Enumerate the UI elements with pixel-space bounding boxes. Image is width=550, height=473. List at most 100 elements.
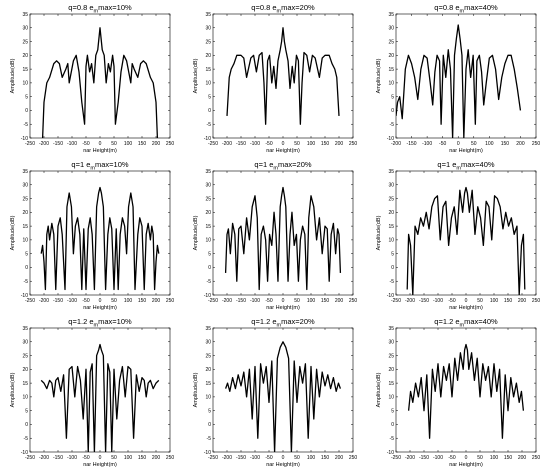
y-tick-label: -5	[24, 436, 29, 442]
chart-panel: q=1 emmax=40% -10 -5 0 5 10 15 20 25 30 35 -250 -200…	[366, 157, 549, 314]
x-axis-label: nar Height(m)	[449, 148, 483, 154]
x-tick-label: 150	[138, 141, 147, 147]
x-tick-label: -200	[222, 141, 232, 147]
y-tick-label: -10	[387, 293, 394, 299]
y-tick-label: -10	[21, 136, 28, 142]
y-tick-label: 5	[25, 408, 28, 414]
y-tick-label: 35	[205, 12, 211, 18]
series-line	[224, 341, 342, 452]
y-tick-label: 10	[205, 395, 211, 401]
chart-title: q=1 emmax=10%	[71, 160, 128, 172]
y-tick-label: 20	[205, 210, 211, 216]
y-tick-label: 5	[391, 408, 394, 414]
y-tick-label: 30	[22, 26, 28, 32]
x-tick-label: 50	[294, 455, 300, 461]
chart-title: q=1.2 emmax=20%	[251, 317, 315, 329]
x-tick-label: 0	[99, 141, 102, 147]
x-tick-label: -100	[422, 141, 432, 147]
x-tick-label: 0	[465, 298, 468, 304]
x-tick-label: -150	[53, 298, 63, 304]
y-tick-label: 25	[22, 39, 28, 45]
x-tick-label: 250	[349, 141, 358, 147]
x-tick-label: 250	[532, 455, 541, 461]
y-tick-label: -10	[204, 293, 211, 299]
y-tick-label: -10	[387, 136, 394, 142]
x-tick-label: 150	[504, 298, 513, 304]
x-tick-label: 250	[532, 141, 541, 147]
x-tick-label: 0	[282, 455, 285, 461]
chart-title: q=0.8 emmax=40%	[434, 3, 498, 15]
x-tick-label: -200	[222, 455, 232, 461]
y-tick-label: 35	[22, 12, 28, 18]
y-tick-label: 35	[22, 326, 28, 332]
x-tick-label: -100	[250, 141, 260, 147]
x-tick-label: 50	[294, 298, 300, 304]
x-tick-label: 100	[490, 298, 499, 304]
x-tick-label: -250	[391, 298, 401, 304]
y-tick-label: 5	[208, 94, 211, 100]
x-tick-label: 250	[166, 141, 175, 147]
chart-title: q=1.2 emmax=40%	[434, 317, 498, 329]
chart-title: q=1 emmax=40%	[437, 160, 494, 172]
x-tick-label: 250	[166, 455, 175, 461]
x-tick-label: -250	[208, 455, 218, 461]
y-tick-label: -10	[387, 450, 394, 456]
x-tick-label: 50	[471, 141, 477, 147]
y-tick-label: 20	[205, 53, 211, 59]
plot-frame	[395, 13, 537, 139]
y-tick-label: 15	[388, 381, 394, 387]
y-tick-label: 10	[22, 238, 28, 244]
series-line	[224, 186, 342, 291]
y-tick-label: -5	[390, 279, 395, 285]
x-tick-label: -150	[407, 141, 417, 147]
y-tick-label: 15	[205, 224, 211, 230]
chart-panel: q=1.2 emmax=40% -10 -5 0 5 10 15 20 25 30 35 -250 -2…	[366, 314, 549, 471]
y-axis-label: Amplitude(dB)	[193, 215, 199, 250]
x-axis-label: nar Height(m)	[83, 462, 117, 468]
y-tick-label: 10	[22, 395, 28, 401]
x-tick-label: 200	[335, 455, 344, 461]
y-tick-label: 35	[388, 12, 394, 18]
y-tick-label: -5	[207, 122, 212, 128]
x-axis-label: nar Height(m)	[266, 462, 300, 468]
x-tick-label: 150	[321, 298, 330, 304]
x-tick-label: 200	[152, 141, 161, 147]
y-tick-label: 10	[205, 81, 211, 87]
y-tick-label: -5	[207, 436, 212, 442]
x-tick-label: -200	[405, 298, 415, 304]
x-tick-label: 0	[457, 141, 460, 147]
chart-panel: q=1 emmax=20% -10 -5 0 5 10 15 20 25 30 35 -250 -200…	[183, 157, 366, 314]
y-tick-label: 10	[205, 238, 211, 244]
series-line	[406, 186, 526, 295]
x-tick-label: -50	[265, 141, 272, 147]
x-tick-label: -100	[250, 298, 260, 304]
x-tick-label: -100	[433, 455, 443, 461]
y-axis-label: Amplitude(dB)	[193, 58, 199, 93]
x-tick-label: 150	[138, 455, 147, 461]
y-tick-label: -5	[24, 122, 29, 128]
y-tick-label: 30	[22, 183, 28, 189]
x-tick-label: -200	[39, 141, 49, 147]
y-axis-label: Amplitude(dB)	[10, 58, 16, 93]
x-tick-label: -50	[448, 455, 455, 461]
y-axis-label: Amplitude(dB)	[193, 372, 199, 407]
x-tick-label: -100	[67, 141, 77, 147]
y-tick-label: -5	[390, 436, 395, 442]
y-axis-label: Amplitude(dB)	[376, 215, 382, 250]
series-line	[40, 186, 160, 291]
y-tick-label: 35	[388, 169, 394, 175]
y-tick-label: 20	[205, 367, 211, 373]
x-tick-label: -50	[265, 455, 272, 461]
x-tick-label: 50	[111, 455, 117, 461]
y-tick-label: 15	[388, 224, 394, 230]
y-tick-label: 15	[205, 67, 211, 73]
chart-title: q=0.8 emmax=10%	[68, 3, 132, 15]
y-tick-label: -10	[21, 293, 28, 299]
y-tick-label: 5	[208, 408, 211, 414]
x-tick-label: 0	[465, 455, 468, 461]
y-tick-label: 25	[205, 39, 211, 45]
y-tick-label: 30	[205, 340, 211, 346]
